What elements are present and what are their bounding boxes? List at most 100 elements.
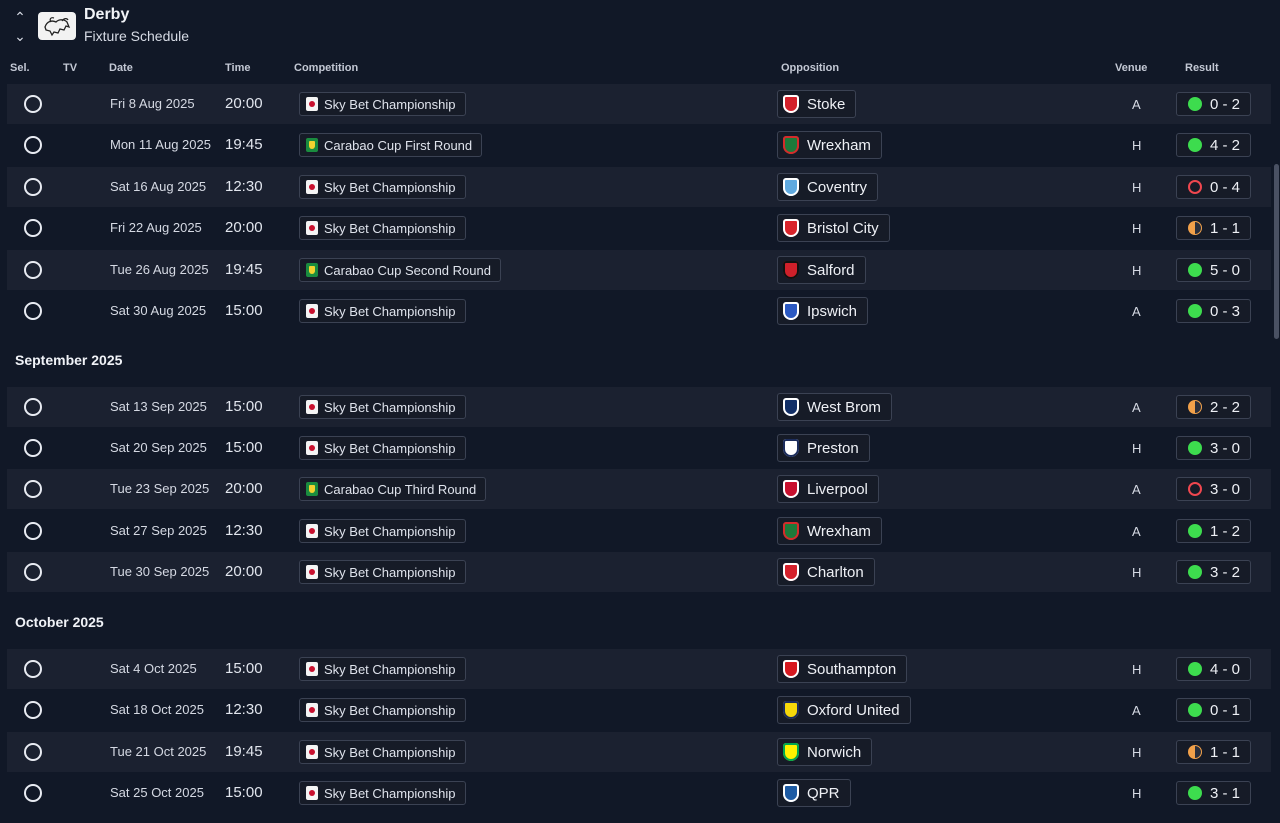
- scrollbar-thumb[interactable]: [1274, 164, 1279, 339]
- fixture-date: Sat 16 Aug 2025: [110, 179, 207, 194]
- fixture-row[interactable]: Sat 18 Oct 2025 12:30 Sky Bet Championship…: [7, 690, 1271, 730]
- select-radio[interactable]: [24, 261, 42, 279]
- competition-chip[interactable]: Sky Bet Championship: [299, 299, 466, 323]
- select-radio[interactable]: [24, 563, 42, 581]
- competition-chip[interactable]: Sky Bet Championship: [299, 519, 466, 543]
- result-chip[interactable]: 1 - 1: [1176, 216, 1252, 240]
- competition-name: Sky Bet Championship: [324, 179, 456, 195]
- chevron-down-icon[interactable]: ⌄: [14, 28, 26, 44]
- opposition-chip[interactable]: Ipswich: [777, 297, 869, 325]
- select-radio[interactable]: [24, 178, 42, 196]
- fixture-row[interactable]: Sat 16 Aug 2025 12:30 Sky Bet Championship…: [7, 167, 1271, 207]
- fixture-row[interactable]: Sat 27 Sep 2025 12:30 Sky Bet Championship…: [7, 511, 1271, 551]
- competition-chip[interactable]: Sky Bet Championship: [299, 175, 466, 199]
- opposition-name: Wrexham: [807, 136, 871, 154]
- scrollbar-track[interactable]: [1274, 84, 1279, 823]
- select-radio[interactable]: [24, 439, 42, 457]
- competition-chip[interactable]: Sky Bet Championship: [299, 698, 466, 722]
- opposition-chip[interactable]: Stoke: [777, 90, 857, 118]
- competition-chip[interactable]: Carabao Cup First Round: [299, 133, 483, 157]
- select-radio[interactable]: [24, 743, 42, 761]
- competition-chip[interactable]: Sky Bet Championship: [299, 740, 466, 764]
- result-chip[interactable]: 1 - 2: [1176, 519, 1252, 543]
- chevron-up-icon[interactable]: ⌃: [14, 9, 26, 25]
- result-chip[interactable]: 1 - 1: [1176, 740, 1252, 764]
- fixture-row[interactable]: Mon 11 Aug 2025 19:45 Carabao Cup First Ro…: [7, 125, 1271, 165]
- select-radio[interactable]: [24, 522, 42, 540]
- select-radio[interactable]: [24, 95, 42, 113]
- competition-chip[interactable]: Sky Bet Championship: [299, 216, 466, 240]
- result-chip[interactable]: 3 - 0: [1176, 477, 1252, 501]
- fixture-row[interactable]: Sat 30 Aug 2025 15:00 Sky Bet Championship…: [7, 291, 1271, 331]
- competition-chip[interactable]: Sky Bet Championship: [299, 560, 466, 584]
- fixture-date: Sat 25 Oct 2025: [110, 785, 204, 800]
- column-header-result[interactable]: Result: [1185, 62, 1219, 74]
- club-badge-icon: [783, 261, 799, 279]
- result-chip[interactable]: 0 - 4: [1176, 175, 1252, 199]
- result-chip[interactable]: 0 - 1: [1176, 698, 1252, 722]
- opposition-chip[interactable]: Charlton: [777, 558, 875, 586]
- select-radio[interactable]: [24, 219, 42, 237]
- column-header-competition[interactable]: Competition: [294, 62, 359, 74]
- result-chip[interactable]: 4 - 2: [1176, 133, 1252, 157]
- fixture-row[interactable]: Fri 22 Aug 2025 20:00 Sky Bet Championship…: [7, 208, 1271, 248]
- opposition-chip[interactable]: Wrexham: [777, 131, 882, 159]
- result-chip[interactable]: 0 - 2: [1176, 92, 1252, 116]
- opposition-chip[interactable]: QPR: [777, 779, 851, 807]
- competition-chip[interactable]: Sky Bet Championship: [299, 781, 466, 805]
- column-header-time[interactable]: Time: [225, 62, 251, 74]
- competition-logo-icon: [306, 565, 318, 579]
- result-chip[interactable]: 3 - 1: [1176, 781, 1252, 805]
- opposition-chip[interactable]: Bristol City: [777, 214, 890, 242]
- select-radio[interactable]: [24, 398, 42, 416]
- competition-chip[interactable]: Carabao Cup Third Round: [299, 477, 487, 501]
- opposition-chip[interactable]: Salford: [777, 256, 866, 284]
- fixture-row[interactable]: Sat 25 Oct 2025 15:00 Sky Bet Championship…: [7, 773, 1271, 813]
- result-chip[interactable]: 4 - 0: [1176, 657, 1252, 681]
- opposition-chip[interactable]: Preston: [777, 434, 870, 462]
- fixture-row[interactable]: Sat 4 Oct 2025 15:00 Sky Bet Championship S…: [7, 649, 1271, 689]
- column-header-venue[interactable]: Venue: [1115, 62, 1148, 74]
- column-header-sel[interactable]: Sel.: [10, 62, 30, 74]
- select-radio[interactable]: [24, 302, 42, 320]
- opposition-chip[interactable]: Coventry: [777, 173, 879, 201]
- competition-chip[interactable]: Carabao Cup Second Round: [299, 258, 501, 282]
- fixture-row[interactable]: Tue 23 Sep 2025 20:00 Carabao Cup Third Ro…: [7, 469, 1271, 509]
- select-radio[interactable]: [24, 480, 42, 498]
- opposition-chip[interactable]: Liverpool: [777, 475, 879, 503]
- opposition-chip[interactable]: Norwich: [777, 738, 873, 766]
- select-radio[interactable]: [24, 701, 42, 719]
- fixture-row[interactable]: Tue 21 Oct 2025 19:45 Sky Bet Championship…: [7, 732, 1271, 772]
- result-chip[interactable]: 3 - 2: [1176, 560, 1252, 584]
- opposition-chip[interactable]: Wrexham: [777, 517, 882, 545]
- fixture-row[interactable]: Sat 13 Sep 2025 15:00 Sky Bet Championship…: [7, 387, 1271, 427]
- competition-chip[interactable]: Sky Bet Championship: [299, 436, 466, 460]
- competition-chip[interactable]: Sky Bet Championship: [299, 395, 466, 419]
- fixture-row[interactable]: Tue 30 Sep 2025 20:00 Sky Bet Championship…: [7, 552, 1271, 592]
- column-header-date[interactable]: Date: [109, 62, 133, 74]
- result-chip[interactable]: 2 - 2: [1176, 395, 1252, 419]
- opposition-name: Charlton: [807, 563, 864, 581]
- fixture-row[interactable]: Sat 20 Sep 2025 15:00 Sky Bet Championship…: [7, 428, 1271, 468]
- column-header-tv[interactable]: TV: [63, 62, 78, 74]
- competition-chip[interactable]: Sky Bet Championship: [299, 92, 466, 116]
- fixture-date: Sat 18 Oct 2025: [110, 702, 204, 717]
- select-radio[interactable]: [24, 136, 42, 154]
- select-radio[interactable]: [24, 660, 42, 678]
- fixture-row[interactable]: Fri 8 Aug 2025 20:00 Sky Bet Championship S…: [7, 84, 1271, 124]
- competition-chip[interactable]: Sky Bet Championship: [299, 657, 466, 681]
- result-chip[interactable]: 5 - 0: [1176, 258, 1252, 282]
- result-outcome-icon: [1188, 745, 1202, 759]
- opposition-chip[interactable]: Oxford United: [777, 696, 911, 724]
- result-score: 5 - 0: [1210, 261, 1241, 279]
- club-badge-icon: [783, 398, 799, 416]
- result-chip[interactable]: 0 - 3: [1176, 299, 1252, 323]
- fixture-row[interactable]: Tue 26 Aug 2025 19:45 Carabao Cup Second R…: [7, 250, 1271, 290]
- column-header-opposition[interactable]: Opposition: [781, 62, 840, 74]
- result-chip[interactable]: 3 - 0: [1176, 436, 1252, 460]
- opposition-chip[interactable]: West Brom: [777, 393, 892, 421]
- opposition-chip[interactable]: Southampton: [777, 655, 908, 683]
- select-radio[interactable]: [24, 784, 42, 802]
- result-score: 3 - 1: [1210, 784, 1241, 802]
- competition-name: Carabao Cup First Round: [324, 137, 473, 153]
